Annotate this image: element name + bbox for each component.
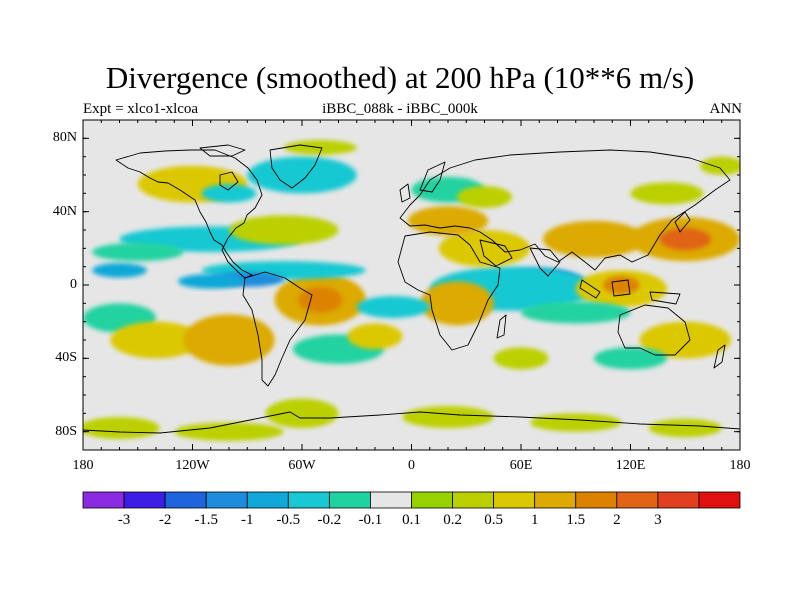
- anomaly-region-27: [201, 184, 257, 203]
- experiment-label: Expt = xlco1-xlcoa: [83, 101, 199, 117]
- anomaly-region-20: [229, 215, 339, 245]
- colorbar-label: -2: [158, 512, 172, 528]
- anomaly-region-36: [493, 347, 549, 370]
- anomaly-region-22: [110, 321, 202, 359]
- colorbar-swatch-7: [370, 491, 412, 509]
- coastline-new-zealand: [713, 344, 726, 369]
- lon-label: 120W: [175, 458, 210, 473]
- anomaly-region-35: [594, 347, 667, 370]
- anomaly-region-11: [521, 301, 631, 324]
- colorbar-swatch-12: [575, 491, 618, 509]
- coastline-australia: [617, 304, 691, 356]
- colorbar-label: -0.1: [358, 512, 383, 528]
- lon-label: 0: [408, 458, 415, 473]
- anomaly-region-17: [92, 263, 147, 278]
- colorbar-label: 3: [654, 512, 662, 528]
- anomaly-region-25: [356, 296, 430, 318]
- anomaly-region-41: [402, 406, 494, 428]
- anomaly-region-39: [174, 422, 284, 441]
- anomaly-field: [83, 140, 740, 441]
- anomaly-region-42: [530, 413, 622, 432]
- lat-label: 40N: [52, 203, 77, 219]
- anomaly-region-38: [83, 417, 160, 439]
- anomaly-region-8: [420, 281, 494, 326]
- anomaly-region-43: [648, 418, 722, 438]
- colorbar-label: 1: [530, 512, 539, 528]
- lon-label: 180: [729, 458, 751, 473]
- chart-title: Divergence (smoothed) at 200 hPa (10**6 …: [105, 60, 695, 95]
- colorbar-label: 2: [613, 512, 621, 528]
- anomaly-region-34: [639, 321, 731, 359]
- coastline-eurasia: [399, 149, 731, 271]
- colorbar-label: -1: [241, 512, 254, 528]
- lat-label: 80S: [55, 423, 77, 439]
- anomaly-region-33: [699, 156, 740, 175]
- coastline-greenland: [269, 144, 323, 189]
- coastline-madagascar: [496, 314, 507, 339]
- colorbar-swatch-15: [698, 491, 741, 509]
- coastline-scandinavia: [419, 161, 446, 193]
- colorbar-swatch-4: [246, 491, 289, 509]
- colorbar-label: -0.5: [276, 512, 301, 528]
- lat-label: 0: [70, 277, 77, 292]
- lon-label: 60W: [288, 458, 316, 473]
- anomaly-region-7: [407, 206, 489, 236]
- colorbar-label: -1.5: [194, 512, 219, 528]
- coastline-new-guinea: [649, 291, 681, 305]
- colorbar-label: 0.1: [402, 512, 421, 528]
- colorbar-swatch-5: [287, 491, 330, 509]
- coastlines: [83, 144, 740, 434]
- colorbar-swatch-14: [657, 491, 700, 509]
- coastline-arabia: [479, 239, 513, 267]
- colorbar-swatch-11: [534, 491, 577, 509]
- colorbar-label: 0.5: [484, 512, 503, 528]
- anomaly-region-31: [457, 186, 512, 208]
- coastline-india: [529, 247, 561, 277]
- anomaly-region-10: [603, 275, 640, 295]
- lon-label: 120E: [615, 458, 646, 473]
- colorbar-swatch-3: [205, 491, 248, 509]
- anomaly-region-32: [630, 182, 704, 205]
- lat-label: 80N: [52, 130, 77, 146]
- colorbar-swatch-1: [123, 491, 166, 509]
- colorbar-swatch-13: [616, 491, 659, 509]
- difference-label: iBBC_088k - iBBC_000k: [322, 101, 478, 117]
- anomaly-region-28: [247, 156, 357, 194]
- colorbar-swatch-8: [411, 491, 453, 509]
- coastline-uk: [399, 183, 411, 203]
- lat-label: 40S: [55, 350, 77, 366]
- coastline-africa: [397, 231, 501, 351]
- colorbar-label: 1.5: [566, 512, 586, 528]
- anomaly-region-23: [183, 314, 275, 366]
- anomaly-region-3: [542, 220, 646, 258]
- coastline-hudson-bay: [219, 171, 239, 191]
- anomaly-region-37: [347, 323, 403, 350]
- coastline-japan: [674, 211, 691, 233]
- lon-label: 180: [72, 458, 94, 473]
- coastline-borneo: [611, 279, 631, 297]
- colorbar-swatch-0: [82, 491, 125, 509]
- anomaly-region-6: [438, 230, 531, 267]
- anomaly-region-40: [265, 398, 339, 429]
- lon-label: 60E: [509, 458, 533, 473]
- axis-ticks: [82, 120, 741, 450]
- colorbar-swatch-10: [493, 491, 536, 509]
- colorbar-swatch-2: [164, 491, 207, 509]
- coastline-south-america: [242, 271, 313, 387]
- colorbar-label: -0.2: [317, 512, 342, 528]
- coastline-arctic-islands: [199, 144, 246, 157]
- colorbar-swatch-9: [452, 491, 495, 509]
- coastline-antarctica: [83, 411, 740, 434]
- colorbar: [82, 491, 741, 509]
- season-label: ANN: [709, 101, 743, 117]
- anomaly-region-5: [659, 228, 711, 251]
- colorbar-label: 0.2: [443, 512, 462, 528]
- anomaly-region-19: [92, 242, 184, 262]
- colorbar-swatch-6: [328, 491, 371, 509]
- colorbar-label: -3: [117, 512, 131, 528]
- anomaly-region-16: [177, 274, 244, 289]
- coastline-sumatra: [579, 279, 601, 299]
